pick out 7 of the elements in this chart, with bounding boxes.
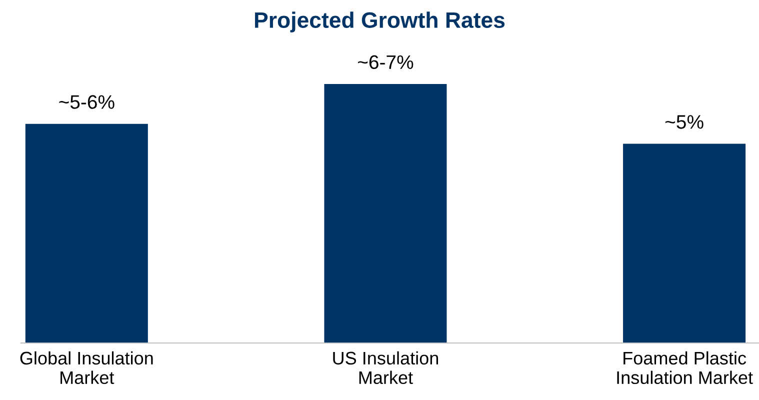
x-tick-label: US Insulation Market bbox=[333, 351, 438, 384]
x-tick-label: Foamed Plastic Insulation Market bbox=[617, 351, 753, 384]
data-label: ~5-6% bbox=[59, 95, 114, 109]
x-tick-label: Global Insulation Market bbox=[20, 351, 153, 384]
data-label: ~5% bbox=[665, 115, 704, 129]
data-label: ~6-7% bbox=[358, 55, 414, 70]
chart-title: Projected Growth Rates bbox=[255, 12, 505, 32]
